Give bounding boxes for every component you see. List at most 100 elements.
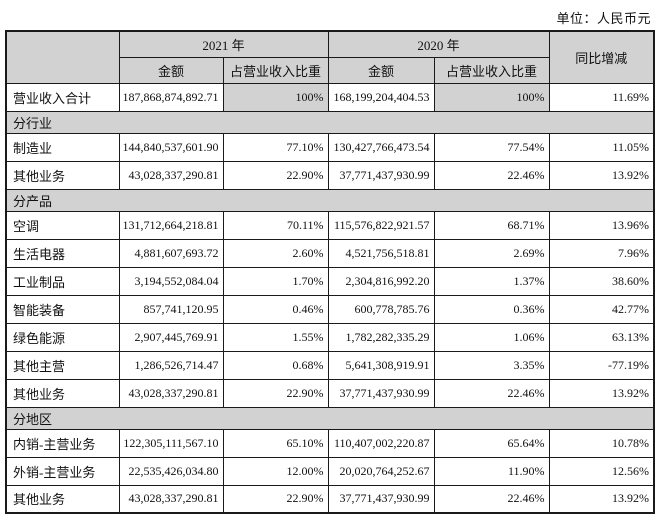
table-row: 其他业务 43,028,337,290.81 22.90% 37,771,437,93… — [5, 484, 655, 514]
proportion-2020: 22.46% — [433, 160, 550, 190]
amount-2021: 22,535,426,034.80 — [118, 456, 224, 486]
amount-2021: 857,741,120.95 — [118, 294, 224, 324]
yoy-change: 13.96% — [548, 210, 655, 240]
proportion-2021: 22.90% — [222, 484, 329, 514]
header-row-metrics: 金额 占营业收入比重 金额 占营业收入比重 — [6, 56, 654, 84]
amount-2021: 131,712,664,218.81 — [118, 210, 224, 240]
table-header: 2021 年 2020 年 同比增减 金额 占营业收入比重 金额 占营业收入比重 — [5, 30, 655, 84]
row-label: 制造业 — [5, 132, 120, 162]
table-row: 内销-主营业务 122,305,111,567.10 65.10% 110,407,0… — [5, 428, 655, 458]
proportion-2020: 2.69% — [433, 238, 550, 268]
table-row: 工业制品 3,194,552,084.04 1.70% 2,304,816,992.2… — [5, 266, 655, 296]
yoy-change: 13.92% — [548, 484, 655, 514]
row-label: 内销-主营业务 — [5, 428, 120, 458]
row-label: 智能装备 — [5, 294, 120, 324]
amount-2021: 43,028,337,290.81 — [118, 160, 224, 190]
proportion-2021: 100% — [222, 82, 329, 112]
revenue-breakdown-table: 2021 年 2020 年 同比增减 金额 占营业收入比重 金额 占营业收入比重… — [5, 30, 656, 514]
amount-2020: 168,199,204,404.53 — [327, 82, 435, 112]
proportion-2020: 3.35% — [433, 350, 550, 380]
section-row: 分地区 — [5, 406, 655, 430]
table-row: 其他主营 1,286,526,714.47 0.68% 5,641,308,919.9… — [5, 350, 655, 380]
table-row: 生活电器 4,881,607,693.72 2.60% 4,521,756,518.8… — [5, 238, 655, 268]
yoy-change: 42.77% — [548, 294, 655, 324]
yoy-change: 11.05% — [548, 132, 655, 162]
header-proportion-2021: 占营业收入比重 — [222, 56, 329, 84]
proportion-2020: 100% — [433, 82, 550, 112]
proportion-2020: 1.37% — [433, 266, 550, 296]
table-row: 其他业务 43,028,337,290.81 22.90% 37,771,437,93… — [5, 378, 655, 408]
row-label: 工业制品 — [5, 266, 120, 296]
amount-2020: 5,641,308,919.91 — [327, 350, 435, 380]
amount-2020: 37,771,437,930.99 — [327, 484, 435, 514]
amount-2020: 37,771,437,930.99 — [327, 378, 435, 408]
amount-2020: 1,782,282,335.29 — [327, 322, 435, 352]
proportion-2021: 22.90% — [222, 378, 329, 408]
proportion-2020: 22.46% — [433, 484, 550, 514]
row-label: 其他主营 — [5, 350, 120, 380]
proportion-2020: 0.36% — [433, 294, 550, 324]
proportion-2020: 68.71% — [433, 210, 550, 240]
corner-cell — [5, 30, 120, 84]
amount-2020: 110,407,002,220.87 — [327, 428, 435, 458]
table-row: 营业收入合计 187,868,874,892.71 100% 168,199,204,… — [5, 82, 655, 112]
yoy-change: 63.13% — [548, 322, 655, 352]
amount-2021: 144,840,537,601.90 — [118, 132, 224, 162]
proportion-2020: 1.06% — [433, 322, 550, 352]
amount-2021: 3,194,552,084.04 — [118, 266, 224, 296]
header-row-years: 2021 年 2020 年 同比增减 — [5, 30, 655, 84]
row-label: 外销-主营业务 — [5, 456, 120, 486]
table-row: 其他业务 43,028,337,290.81 22.90% 37,771,437,93… — [5, 160, 655, 190]
row-label: 其他业务 — [5, 160, 120, 190]
header-year-2020: 2020 年 — [327, 30, 550, 58]
amount-2021: 43,028,337,290.81 — [118, 484, 224, 514]
proportion-2021: 77.10% — [222, 132, 329, 162]
table-row: 绿色能源 2,907,445,769.91 1.55% 1,782,282,335.2… — [5, 322, 655, 352]
unit-label: 单位：人民币元 — [556, 11, 651, 26]
row-label: 其他业务 — [5, 378, 120, 408]
section-row: 分行业 — [5, 110, 655, 134]
proportion-2021: 1.55% — [222, 322, 329, 352]
header-proportion-2020: 占营业收入比重 — [433, 56, 550, 84]
section-label: 分行业 — [5, 110, 655, 134]
proportion-2021: 1.70% — [222, 266, 329, 296]
table-row: 空调 131,712,664,218.81 70.11% 115,576,822,92… — [5, 210, 655, 240]
section-row: 分产品 — [5, 188, 655, 212]
header-year-2021: 2021 年 — [118, 30, 329, 58]
proportion-2021: 0.46% — [222, 294, 329, 324]
header-amount-2021: 金额 — [118, 56, 224, 84]
yoy-change: 13.92% — [548, 160, 655, 190]
proportion-2021: 22.90% — [222, 160, 329, 190]
row-label: 营业收入合计 — [5, 82, 120, 112]
section-label: 分产品 — [5, 188, 655, 212]
proportion-2021: 65.10% — [222, 428, 329, 458]
yoy-change: -77.19% — [548, 350, 655, 380]
amount-2020: 600,778,785.76 — [327, 294, 435, 324]
amount-2020: 37,771,437,930.99 — [327, 160, 435, 190]
amount-2020: 130,427,766,473.54 — [327, 132, 435, 162]
section-label: 分地区 — [5, 406, 655, 430]
yoy-change: 7.96% — [548, 238, 655, 268]
proportion-2020: 77.54% — [433, 132, 550, 162]
table-body: 营业收入合计 187,868,874,892.71 100% 168,199,204,… — [5, 82, 655, 514]
yoy-change: 11.69% — [548, 82, 655, 112]
table-row: 智能装备 857,741,120.95 0.46% 600,778,785.76 0.3… — [5, 294, 655, 324]
header-amount-2020: 金额 — [327, 56, 435, 84]
proportion-2021: 70.11% — [222, 210, 329, 240]
amount-2020: 20,020,764,252.67 — [327, 456, 435, 486]
proportion-2021: 2.60% — [222, 238, 329, 268]
table-row: 制造业 144,840,537,601.90 77.10% 130,427,766,4… — [5, 132, 655, 162]
proportion-2020: 65.64% — [433, 428, 550, 458]
amount-2020: 4,521,756,518.81 — [327, 238, 435, 268]
yoy-change: 10.78% — [548, 428, 655, 458]
table-row: 外销-主营业务 22,535,426,034.80 12.00% 20,020,764… — [5, 456, 655, 486]
proportion-2020: 22.46% — [433, 378, 550, 408]
row-label: 绿色能源 — [5, 322, 120, 352]
amount-2021: 4,881,607,693.72 — [118, 238, 224, 268]
proportion-2021: 0.68% — [222, 350, 329, 380]
row-label: 生活电器 — [5, 238, 120, 268]
row-label: 其他业务 — [5, 484, 120, 514]
header-yoy-change: 同比增减 — [548, 30, 655, 84]
yoy-change: 13.92% — [548, 378, 655, 408]
